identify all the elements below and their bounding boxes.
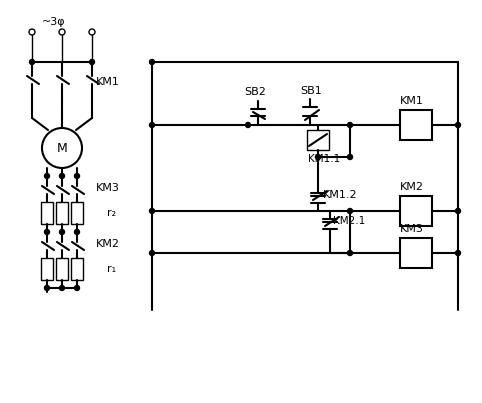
Circle shape xyxy=(149,123,155,127)
Circle shape xyxy=(348,208,352,214)
Text: SB1: SB1 xyxy=(300,86,322,96)
Circle shape xyxy=(149,251,155,256)
Circle shape xyxy=(348,251,352,256)
Bar xyxy=(41,258,53,280)
Bar xyxy=(307,130,329,150)
Circle shape xyxy=(455,123,460,127)
Circle shape xyxy=(44,229,50,235)
Text: ~3φ: ~3φ xyxy=(42,17,66,27)
Text: KM2: KM2 xyxy=(400,182,424,192)
Circle shape xyxy=(455,251,460,256)
Text: r₁: r₁ xyxy=(107,264,116,274)
Text: KM1: KM1 xyxy=(96,77,120,87)
Circle shape xyxy=(455,208,460,214)
Text: KM3: KM3 xyxy=(96,183,120,193)
Bar xyxy=(41,202,53,224)
Text: M: M xyxy=(56,141,67,154)
Text: KM2.1: KM2.1 xyxy=(333,216,365,226)
Circle shape xyxy=(75,285,80,291)
Bar xyxy=(56,202,68,224)
Text: KM2: KM2 xyxy=(96,239,120,249)
Circle shape xyxy=(348,123,352,127)
Text: KM3: KM3 xyxy=(400,224,424,234)
Circle shape xyxy=(316,154,321,160)
Circle shape xyxy=(59,285,65,291)
Bar xyxy=(400,238,432,268)
Bar xyxy=(71,202,83,224)
Bar xyxy=(56,258,68,280)
Circle shape xyxy=(59,229,65,235)
Circle shape xyxy=(245,123,251,127)
Bar xyxy=(400,196,432,226)
Circle shape xyxy=(348,154,352,160)
Bar xyxy=(71,258,83,280)
Text: KM1.2: KM1.2 xyxy=(323,190,358,200)
Circle shape xyxy=(44,174,50,179)
Circle shape xyxy=(90,60,94,64)
Text: SB2: SB2 xyxy=(244,87,266,97)
Circle shape xyxy=(44,285,50,291)
Text: r₂: r₂ xyxy=(107,208,116,218)
Text: KM1: KM1 xyxy=(400,96,424,106)
Circle shape xyxy=(75,174,80,179)
Circle shape xyxy=(59,174,65,179)
Circle shape xyxy=(149,208,155,214)
Circle shape xyxy=(29,60,35,64)
Bar xyxy=(400,110,432,140)
Circle shape xyxy=(149,60,155,64)
Circle shape xyxy=(75,229,80,235)
Text: KM1.1: KM1.1 xyxy=(308,154,340,164)
